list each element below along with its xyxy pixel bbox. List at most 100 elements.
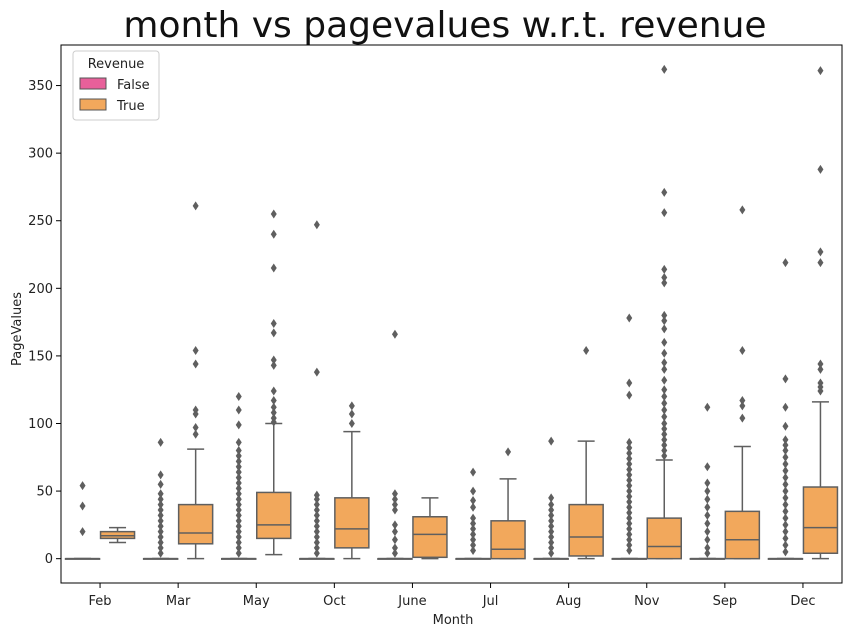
outlier-point <box>739 396 746 406</box>
box-body <box>177 503 214 545</box>
outlier-point <box>192 201 199 211</box>
outlier-point <box>235 527 242 537</box>
x-tick-label: Oct <box>323 594 345 609</box>
outlier-point <box>470 546 477 556</box>
outlier-point <box>192 345 199 355</box>
outlier-point <box>505 447 512 457</box>
box-body <box>334 497 370 549</box>
outlier-point <box>235 516 242 526</box>
outlier-point <box>313 537 320 547</box>
outlier-point <box>782 402 789 412</box>
outlier-point <box>782 500 789 510</box>
outlier-point <box>782 520 789 530</box>
outlier-point <box>157 537 164 547</box>
outlier-point <box>661 316 668 326</box>
y-tick-label: 100 <box>28 417 53 432</box>
outlier-point <box>157 527 164 537</box>
outlier-point <box>661 364 668 374</box>
outlier-point <box>313 532 320 542</box>
outlier-point <box>391 535 398 545</box>
outlier-point <box>626 486 633 496</box>
outlier-point <box>470 519 477 529</box>
box-true-oct <box>334 401 370 560</box>
outlier-point <box>157 489 164 499</box>
outlier-point <box>235 473 242 483</box>
plot-area <box>60 44 843 584</box>
outlier-point <box>661 435 668 445</box>
box-body <box>646 517 682 560</box>
box-false-feb <box>64 481 101 560</box>
outlier-point <box>157 470 164 480</box>
outlier-point <box>470 524 477 534</box>
outlier-point <box>626 524 633 534</box>
outlier-point <box>270 318 277 328</box>
outlier-point <box>817 386 824 396</box>
outlier-point <box>192 359 199 369</box>
outlier-point <box>704 510 711 520</box>
outlier-point <box>661 446 668 456</box>
outlier-point <box>782 258 789 268</box>
outlier-point <box>270 417 277 427</box>
outlier-point <box>270 360 277 370</box>
outlier-point <box>626 437 633 447</box>
legend-swatch-true <box>79 98 107 111</box>
outlier-point <box>626 519 633 529</box>
outlier-point <box>270 355 277 365</box>
outlier-point <box>391 500 398 510</box>
outlier-point <box>782 452 789 462</box>
outlier-point <box>548 516 555 526</box>
outlier-point <box>817 359 824 369</box>
legend-title: Revenue <box>88 57 145 72</box>
box-false-jul <box>455 467 491 560</box>
box-true-june <box>412 497 448 560</box>
outlier-point <box>235 456 242 466</box>
outlier-point <box>157 532 164 542</box>
outlier-point <box>313 516 320 526</box>
outlier-point <box>313 505 320 515</box>
outlier-point <box>235 478 242 488</box>
outlier-point <box>235 451 242 461</box>
outlier-point <box>235 437 242 447</box>
outlier-point <box>470 502 477 512</box>
outlier-point <box>391 489 398 499</box>
box-body <box>568 503 604 557</box>
outlier-point <box>704 462 711 472</box>
outlier-point <box>626 513 633 523</box>
outlier-point <box>235 521 242 531</box>
outlier-point <box>782 513 789 523</box>
outlier-point <box>391 505 398 515</box>
outlier-point <box>626 546 633 556</box>
outlier-point <box>157 516 164 526</box>
outlier-point <box>79 501 86 511</box>
outlier-point <box>661 187 668 197</box>
box-true-sep <box>724 205 761 560</box>
outlier-point <box>270 408 277 418</box>
outlier-point <box>661 412 668 422</box>
outlier-point <box>235 483 242 493</box>
box-true-feb <box>99 526 136 544</box>
outlier-point <box>626 464 633 474</box>
outlier-point <box>270 229 277 239</box>
x-tick-label: Jul <box>482 594 499 609</box>
outlier-point <box>548 543 555 553</box>
box-false-mar <box>142 437 179 560</box>
outlier-point <box>782 486 789 496</box>
outlier-point <box>313 510 320 520</box>
outlier-point <box>235 510 242 520</box>
outlier-point <box>235 489 242 499</box>
outlier-point <box>661 424 668 434</box>
outlier-point <box>470 540 477 550</box>
x-axis: Feb Mar May Oct June Jul Aug Nov Sep Dec <box>89 583 816 609</box>
outlier-point <box>548 436 555 446</box>
outlier-point <box>313 494 320 504</box>
plot-frame <box>60 44 843 584</box>
outlier-point <box>704 486 711 496</box>
outlier-point <box>470 486 477 496</box>
outlier-point <box>391 494 398 504</box>
outlier-point <box>626 491 633 501</box>
outlier-point <box>270 328 277 338</box>
outlier-point <box>470 467 477 477</box>
outlier-point <box>235 462 242 472</box>
outlier-point <box>157 500 164 510</box>
outlier-point <box>157 510 164 520</box>
